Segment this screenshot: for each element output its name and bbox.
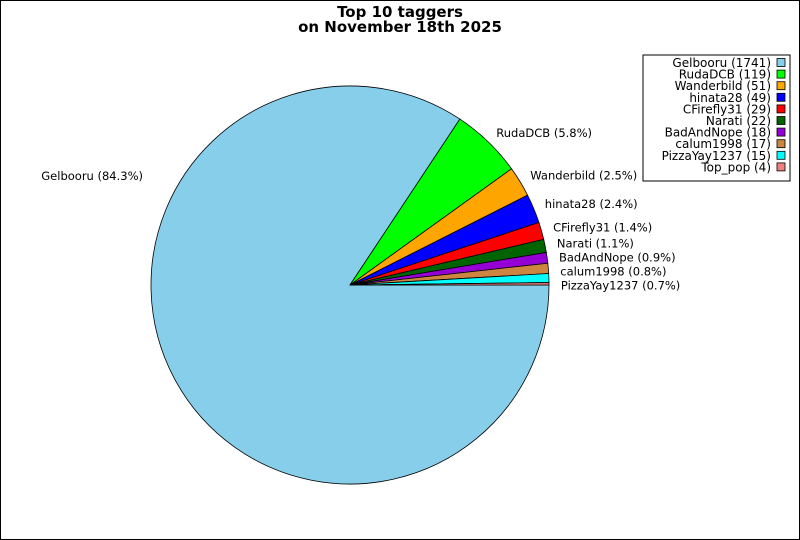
legend-swatch-narati [776, 116, 786, 125]
legend-box [642, 54, 791, 182]
slice-label-gelbooru: Gelbooru (84.3%) [41, 169, 143, 183]
slice-label-cfirefly31: CFirefly31 (1.4%) [553, 221, 652, 235]
legend-label-gelbooru: Gelbooru (1741) [672, 56, 771, 70]
legend-label-pizzayay1237: PizzaYay1237 (15) [662, 149, 771, 163]
legend-swatch-cfirefly31 [776, 104, 786, 114]
legend-label-calum1998: calum1998 (17) [675, 137, 771, 151]
legend-swatch-badandnope [776, 127, 786, 137]
slice-label-rudadcb: RudaDCB (5.8%) [496, 126, 592, 140]
pie-slice-top-pop [349, 282, 550, 286]
legend-swatch-rudadcb [776, 69, 786, 79]
legend-swatch-top-pop [776, 162, 786, 172]
slice-label-narati: Narati (1.1%) [557, 237, 634, 251]
slice-label-hinata28: hinata28 (2.4%) [545, 197, 638, 211]
legend-swatch-hinata28 [776, 92, 786, 102]
chart-subtitle: on November 18th 2025 [298, 18, 502, 36]
slice-label-calum1998: calum1998 (0.8%) [560, 265, 666, 279]
legend-label-hinata28: hinata28 (49) [689, 91, 771, 105]
legend-label-rudadcb: RudaDCB (119) [679, 68, 771, 82]
slice-label-wanderbild: Wanderbild (2.5%) [530, 168, 637, 182]
legend-swatch-calum1998 [776, 139, 786, 149]
legend: Gelbooru (1741)RudaDCB (119)Wanderbild (… [642, 54, 791, 182]
slice-labels: Gelbooru (84.3%) RudaDCB (5.8%) Wanderbild… [41, 126, 680, 293]
legend-label-wanderbild: Wanderbild (51) [675, 79, 771, 93]
pie-slice-gelbooru [150, 85, 550, 485]
pie-slices [150, 85, 550, 485]
legend-swatch-pizzayay1237 [776, 150, 786, 160]
legend-swatch-gelbooru [776, 58, 786, 67]
slice-label-badandnope: BadAndNope (0.9%) [559, 251, 676, 265]
legend-label-badandnope: BadAndNope (18) [665, 126, 771, 140]
legend-swatch-wanderbild [776, 81, 786, 91]
chart-title: Top 10 taggers [337, 3, 463, 21]
slice-label-pizzayay1237: PizzaYay1237 (0.7%) [561, 279, 680, 293]
legend-label-narati: Narati (22) [706, 114, 771, 128]
legend-label-cfirefly31: CFirefly31 (29) [683, 102, 771, 116]
legend-label-top-pop: Top_pop (4) [700, 160, 771, 174]
